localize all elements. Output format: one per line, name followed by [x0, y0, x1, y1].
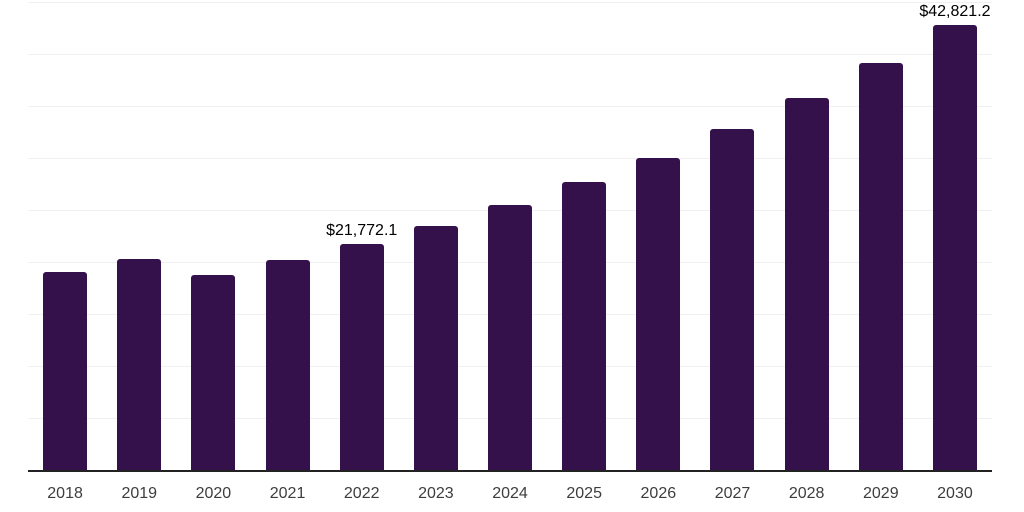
bars-row: $21,772.1 $42,821.2	[28, 2, 992, 470]
plot-area: $21,772.1 $42,821.2	[28, 2, 992, 472]
bar-slot-2023	[399, 2, 473, 470]
bar-2023[interactable]	[413, 225, 458, 470]
bar-2024[interactable]	[488, 204, 533, 470]
gridline-35000	[28, 106, 992, 107]
bar-2018[interactable]	[43, 272, 88, 470]
x-tick-label-2029: 2029	[863, 485, 899, 502]
bar-2030[interactable]	[932, 24, 977, 470]
x-tick-label-2024: 2024	[492, 485, 528, 502]
bar-2028[interactable]	[784, 98, 829, 470]
bar-slot-2024	[473, 2, 547, 470]
bar-slot-2022: $21,772.1	[325, 2, 399, 470]
bar-slot-2027	[695, 2, 769, 470]
bar-2022[interactable]	[339, 243, 384, 470]
bar-slot-2026	[621, 2, 695, 470]
x-tick-label-2020: 2020	[195, 485, 232, 502]
bar-2025[interactable]	[562, 181, 607, 470]
bar-2020[interactable]	[191, 275, 236, 470]
data-label-2022: $21,772.1	[326, 221, 398, 239]
data-label-2030: $42,821.2	[919, 2, 991, 20]
x-tick-label-2023: 2023	[418, 485, 454, 502]
x-tick-label-2030: 2030	[937, 485, 973, 502]
bar-slot-2028	[770, 2, 844, 470]
bar-slot-2021	[250, 2, 324, 470]
x-tick-label-2025: 2025	[566, 485, 602, 502]
bar-2027[interactable]	[710, 128, 755, 470]
bar-slot-2030: $42,821.2	[918, 2, 992, 470]
x-tick-label-2022: 2022	[343, 485, 380, 502]
bar-slot-2018	[28, 2, 102, 470]
bar-2029[interactable]	[858, 63, 903, 470]
x-tick-label-2021: 2021	[269, 485, 306, 502]
gridline-45000	[28, 2, 992, 3]
bar-slot-2020	[176, 2, 250, 470]
x-tick-label-2028: 2028	[788, 485, 825, 502]
x-tick-label-2026: 2026	[640, 485, 677, 502]
bar-slot-2025	[547, 2, 621, 470]
gridline-30000	[28, 157, 992, 159]
x-axis-tick-labels: 2018 2019 2020 2021 2022 2023 2024 2025 2026 2027…	[28, 484, 992, 503]
bar-2026[interactable]	[636, 158, 681, 470]
x-tick-label-2027: 2027	[714, 485, 751, 502]
gridline-40000	[28, 54, 992, 55]
bar-2019[interactable]	[117, 258, 162, 470]
bar-slot-2029	[844, 2, 918, 470]
bar-slot-2019	[102, 2, 176, 470]
x-tick-label-2018: 2018	[47, 485, 83, 502]
x-tick-label-2019: 2019	[121, 485, 158, 502]
bar-2021[interactable]	[265, 260, 310, 470]
